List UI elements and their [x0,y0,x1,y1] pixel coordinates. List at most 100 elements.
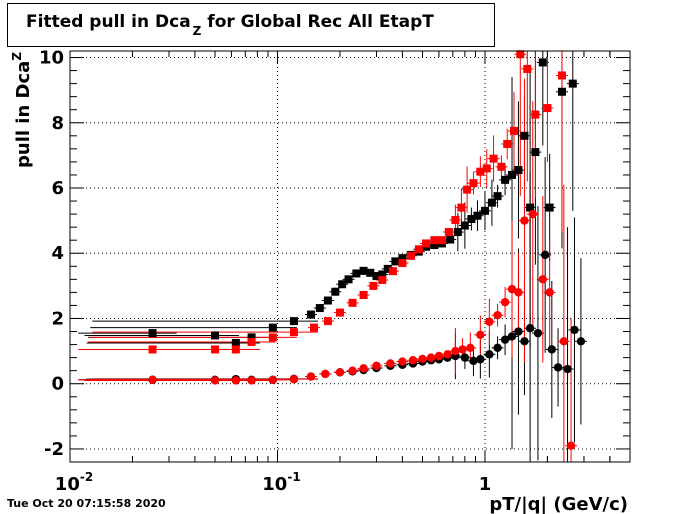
x-tick-label: 10-2 [55,470,93,495]
data-point-square [338,280,347,289]
data-point-square [557,87,566,96]
data-point-circle [469,356,478,366]
y-tick-label: 10 [39,48,64,69]
data-point-circle [289,374,299,384]
data-point-square [352,269,361,278]
data-point-square [211,345,220,354]
data-point-circle [500,297,510,307]
data-point-circle [268,375,278,384]
data-point-square [430,241,439,250]
data-point-square [366,268,375,277]
data-point-square [460,221,469,230]
data-point-circle [485,317,494,326]
data-point-circle [443,350,452,359]
data-point-square [501,175,510,184]
data-point-square [489,154,498,163]
data-point-square [344,275,353,284]
data-point-circle [533,328,543,338]
y-tick-label: 2 [51,308,64,329]
data-point-square [398,254,407,263]
data-point-square [508,170,517,179]
data-marks [148,50,586,450]
data-point-circle [493,343,502,353]
data-point-circle [348,366,357,375]
data-point-square [514,166,523,175]
x-tick-label: 1 [479,474,492,495]
data-point-circle [566,441,576,450]
x-axis-label: pT/|q| (GeV/c) [489,494,628,514]
axes: 10-2 10-1 1 -2 0 2 4 6 8 10 [39,48,631,495]
data-point-circle [476,330,485,339]
data-point-square [148,345,157,354]
title-subscript: Z [192,24,202,38]
data-point-square [469,179,478,188]
data-point-circle [500,335,510,344]
data-point-square [406,251,415,260]
title-rest: for Global Rec All EtapT [201,12,434,32]
data-point-square [391,257,400,266]
data-point-square [453,228,462,237]
data-point-square [335,308,344,317]
data-point-circle [451,346,460,356]
data-point-circle [460,353,470,362]
y-tick-label: -2 [44,439,64,460]
data-point-square [414,245,423,254]
data-point-square [509,126,518,135]
data-point-square [359,290,368,299]
data-point-square [446,235,455,244]
data-point-square [568,79,577,88]
data-point-circle [520,216,529,225]
data-point-square [463,185,472,194]
y-tick-label: 0 [51,374,64,395]
data-point-circle [335,368,345,377]
data-point-square [538,58,547,67]
data-point-square [487,198,496,207]
data-point-square [422,239,431,248]
data-point-square [268,333,277,342]
data-point-circle [559,337,569,346]
data-point-square [457,203,466,212]
y-tick-label: 4 [51,243,64,264]
y-tick-label: 8 [51,113,64,134]
data-point-square [543,104,552,113]
data-point-square [306,310,315,319]
data-point-circle [359,364,368,373]
data-point-square [369,281,378,290]
data-point-circle [538,275,548,284]
title-box: Fitted pull in Dca Z for Global Rec All E… [7,3,495,47]
data-point-square [331,287,340,296]
data-point-square [289,317,298,326]
data-point-square [289,328,298,337]
data-point-square [211,331,220,340]
data-point-circle [466,343,475,353]
data-point-square [473,211,482,220]
data-point-square [310,323,319,332]
data-point-square [383,264,392,273]
data-point-square [545,203,554,212]
data-point-circle [321,369,330,379]
data-point-square [359,266,368,275]
data-point-square [476,167,485,176]
data-point-circle [520,337,529,346]
data-point-circle [306,372,316,381]
data-point-circle [386,359,395,368]
data-point-square [531,110,540,119]
chart-title: Fitted pull in Dca Z for Global Rec All E… [26,12,434,38]
data-point-circle [210,376,220,385]
data-point-square [480,206,489,215]
data-point-square [557,71,566,80]
data-point-square [247,333,256,342]
plot-frame [69,50,631,463]
data-point-circle [507,332,517,341]
x-tick-label: 10-1 [262,470,300,495]
data-point-square [467,214,476,223]
data-point-circle [426,353,436,362]
data-point-square [531,148,540,157]
data-point-circle [408,356,418,365]
data-point-square [372,272,381,281]
data-point-circle [570,325,579,335]
data-point-circle [418,354,427,364]
data-point-square [315,304,324,313]
data-point-circle [507,284,517,294]
